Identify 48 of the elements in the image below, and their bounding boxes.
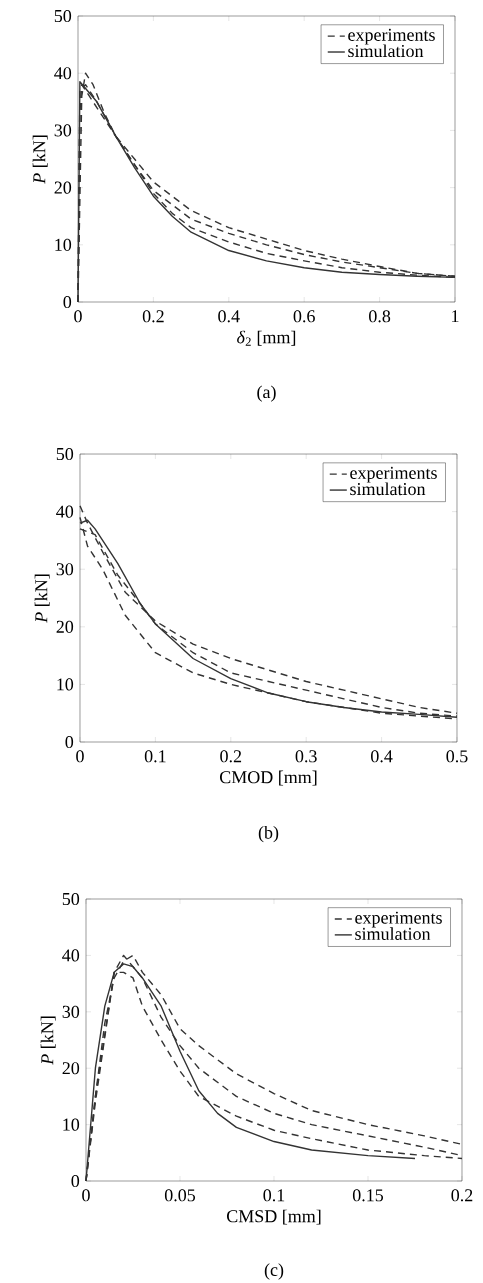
text: (c) [264, 1263, 284, 1280]
x-axis-title: CMSD [mm] [226, 1209, 321, 1225]
y-axis-title: P [kN] [32, 135, 48, 184]
x-tick-label: 0.05 [164, 1189, 196, 1202]
x-tick-label: 0.4 [371, 750, 393, 763]
x-axis-title: δ$_{2}$ [mm] [237, 330, 296, 346]
legend-label: experiments [350, 466, 437, 483]
x-axis-title: CMOD [mm] [219, 770, 317, 786]
x-tick-label: 0.15 [352, 1189, 384, 1202]
y-tick-label: 0 [63, 295, 72, 309]
x-tick-label: 0.3 [295, 750, 317, 763]
y-tick-label: 40 [56, 505, 74, 518]
y-tick-label: 10 [63, 1118, 80, 1131]
x-tick-label: 0.5 [446, 750, 468, 763]
y-tick-label: 50 [56, 447, 74, 461]
x-tick-label: 1 [452, 310, 459, 323]
y-tick-label: 10 [57, 678, 74, 691]
text: (b) [258, 825, 279, 843]
x-tick-label: 0.2 [451, 1189, 473, 1202]
x-tick-label: 0.8 [369, 310, 391, 323]
legend-label: simulation [350, 482, 426, 496]
y-tick-label: 20 [62, 1062, 80, 1075]
y-tick-label: 30 [54, 124, 72, 137]
y-tick-label: 40 [54, 67, 72, 80]
y-tick-label: 20 [54, 181, 72, 194]
y-axis-title: P [kN] [34, 574, 50, 623]
legend-label: simulation [348, 44, 424, 58]
y-tick-label: 10 [55, 238, 72, 251]
x-tick-label: 0.1 [144, 750, 166, 763]
x-tick-label: 0.2 [142, 310, 164, 323]
text: (a) [257, 385, 276, 402]
y-tick-label: 30 [56, 563, 74, 576]
y-tick-label: 40 [62, 949, 80, 962]
y-tick-label: 50 [54, 9, 72, 23]
y-axis-title: P [kN] [40, 1016, 56, 1065]
y-tick-label: 30 [62, 1005, 80, 1018]
x-tick-label: 0.1 [263, 1189, 285, 1202]
x-tick-label: 0.4 [218, 310, 240, 323]
y-tick-label: 0 [71, 1174, 80, 1188]
x-tick-label: 0 [82, 1189, 90, 1202]
y-tick-label: 20 [56, 620, 74, 633]
x-tick-label: 0.2 [220, 750, 242, 763]
y-tick-label: 50 [62, 892, 80, 906]
x-tick-label: 0.6 [293, 310, 315, 323]
legend-label: simulation [355, 927, 431, 940]
legend-label: experiments [348, 28, 435, 45]
y-tick-label: 0 [65, 735, 74, 749]
legend-label: experiments [355, 911, 442, 928]
